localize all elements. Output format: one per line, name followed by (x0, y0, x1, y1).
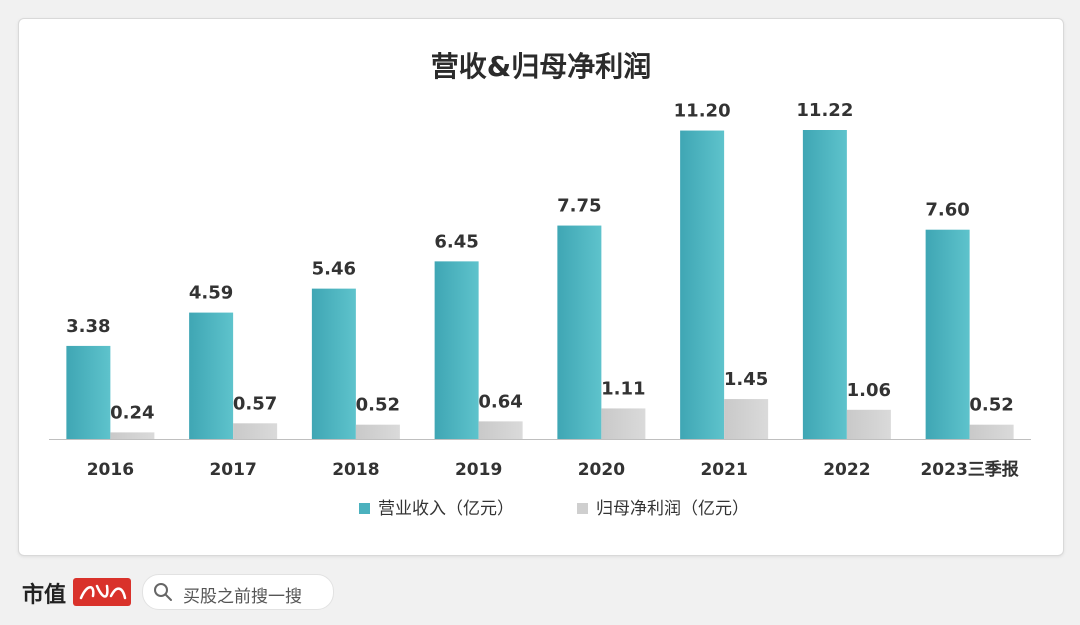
legend-swatch-1 (577, 503, 588, 514)
chart-svg: 营收&归母净利润 3.38 0.24 2016 4.59 0.57 2017 5.46 0.52… (49, 50, 1031, 519)
profit-label-2017: 0.57 (233, 393, 277, 414)
revenue-bar-2019 (434, 261, 479, 439)
x-tick-2019: 2019 (455, 460, 502, 480)
profit-bar-2017 (233, 423, 278, 439)
profit-bar-2019 (478, 421, 523, 439)
chart-card: 营收&归母净利润 3.38 0.24 2016 4.59 0.57 2017 5.46 0.52… (18, 18, 1064, 556)
profit-label-2018: 0.52 (356, 395, 400, 416)
search-placeholder: 买股之前搜一搜 (183, 587, 302, 607)
search-box[interactable]: 买股之前搜一搜 (142, 574, 334, 610)
revenue-bar-2016 (66, 345, 111, 439)
x-tick-2018: 2018 (332, 460, 379, 480)
profit-label-2023三季报: 0.52 (969, 395, 1013, 416)
chart-title: 营收&归母净利润 (431, 50, 651, 83)
footer-bar: 市值 买股之前搜一搜 (18, 572, 418, 612)
revenue-bar-2017 (189, 312, 234, 439)
revenue-label-2022: 11.22 (796, 100, 853, 121)
revenue-label-2020: 7.75 (557, 196, 601, 217)
search-icon (153, 582, 173, 602)
profit-label-2022: 1.06 (847, 380, 891, 401)
profit-bar-2022 (846, 409, 891, 439)
profit-label-2016: 0.24 (110, 402, 154, 423)
brand-name: 市值 (22, 583, 67, 608)
revenue-bar-2020 (557, 225, 602, 439)
revenue-label-2019: 6.45 (434, 231, 478, 252)
x-tick-2017: 2017 (209, 460, 256, 480)
legend-label-1: 归母净利润（亿元） (596, 499, 749, 519)
profit-bar-2023三季报 (969, 424, 1014, 439)
revenue-bar-2022 (802, 130, 847, 439)
revenue-label-2017: 4.59 (189, 283, 233, 304)
revenue-label-2023三季报: 7.60 (925, 200, 969, 221)
revenue-bar-2018 (311, 288, 356, 439)
profit-label-2021: 1.45 (724, 369, 768, 390)
profit-bar-2021 (724, 399, 769, 439)
profit-label-2020: 1.11 (601, 378, 645, 399)
profit-bar-2016 (110, 432, 155, 439)
brand-logo-icon (73, 578, 131, 606)
revenue-label-2018: 5.46 (312, 259, 356, 280)
revenue-bar-2023三季报 (925, 229, 970, 439)
x-tick-2016: 2016 (87, 460, 134, 480)
legend-label-0: 营业收入（亿元） (378, 499, 514, 519)
x-tick-2020: 2020 (578, 460, 625, 480)
x-tick-2022: 2022 (823, 460, 870, 480)
revenue-label-2016: 3.38 (66, 316, 110, 337)
x-tick-2021: 2021 (700, 460, 747, 480)
legend-swatch-0 (359, 503, 370, 514)
profit-bar-2018 (355, 424, 400, 439)
revenue-bar-2021 (680, 130, 725, 439)
revenue-label-2021: 11.20 (674, 101, 731, 122)
x-tick-2023三季报: 2023三季报 (920, 459, 1018, 480)
profit-label-2019: 0.64 (478, 391, 522, 412)
profit-bar-2020 (601, 408, 646, 439)
